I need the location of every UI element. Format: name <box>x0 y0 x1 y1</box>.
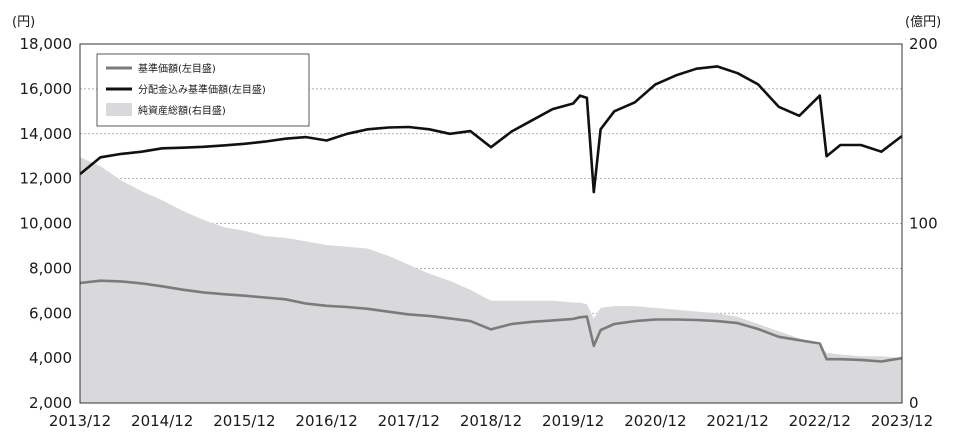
left-tick-label: 10,000 <box>20 215 73 233</box>
x-tick-label: 2018/12 <box>460 412 522 430</box>
right-axis-ticks: 0 100 200 <box>909 35 938 412</box>
x-tick-label: 2014/12 <box>131 412 193 430</box>
legend-box <box>96 53 310 127</box>
right-axis-unit: (億円) <box>905 14 941 30</box>
legend: 基準価額(左目盛) 分配金込み基準価額(左目盛) 純資産総額(右目盛) <box>96 53 310 127</box>
left-tick-label: 12,000 <box>20 170 73 188</box>
left-tick-label: 4,000 <box>29 349 72 367</box>
left-tick-label: 18,000 <box>20 35 73 53</box>
legend-label-nav-with-dividends: 分配金込み基準価額(左目盛) <box>138 83 266 96</box>
right-tick-label: 0 <box>909 394 919 412</box>
left-tick-label: 16,000 <box>20 80 73 98</box>
x-tick-label: 2023/12 <box>871 412 933 430</box>
right-tick-label: 100 <box>909 215 938 233</box>
x-tick-label: 2016/12 <box>295 412 357 430</box>
x-tick-label: 2020/12 <box>624 412 686 430</box>
nav-line <box>79 279 903 363</box>
left-axis-ticks: 2,000 4,000 6,000 8,000 10,000 12,000 14,000 16… <box>20 35 73 412</box>
legend-label-net-assets: 純資産総額(右目盛) <box>138 104 226 117</box>
legend-swatch-net-assets <box>106 103 132 116</box>
right-tick-label: 200 <box>909 35 938 53</box>
x-tick-label: 2017/12 <box>378 412 440 430</box>
nav-with-dividends-line <box>79 65 903 194</box>
left-tick-label: 8,000 <box>29 259 72 277</box>
x-tick-label: 2022/12 <box>789 412 851 430</box>
net-assets-area <box>80 157 902 403</box>
left-axis-unit: (円) <box>12 15 35 30</box>
x-tick-label: 2015/12 <box>213 412 275 430</box>
legend-label-nav: 基準価額(左目盛) <box>138 62 216 75</box>
left-tick-label: 2,000 <box>29 394 72 412</box>
left-tick-label: 14,000 <box>20 125 73 143</box>
left-tick-label: 6,000 <box>29 304 72 322</box>
x-tick-label: 2019/12 <box>542 412 604 430</box>
x-tick-label: 2013/12 <box>49 412 111 430</box>
x-tick-label: 2021/12 <box>706 412 768 430</box>
x-axis-ticks: 2013/12 2014/12 2015/12 2016/12 2017/12 2018/… <box>49 412 933 430</box>
plot-frame <box>79 43 903 404</box>
